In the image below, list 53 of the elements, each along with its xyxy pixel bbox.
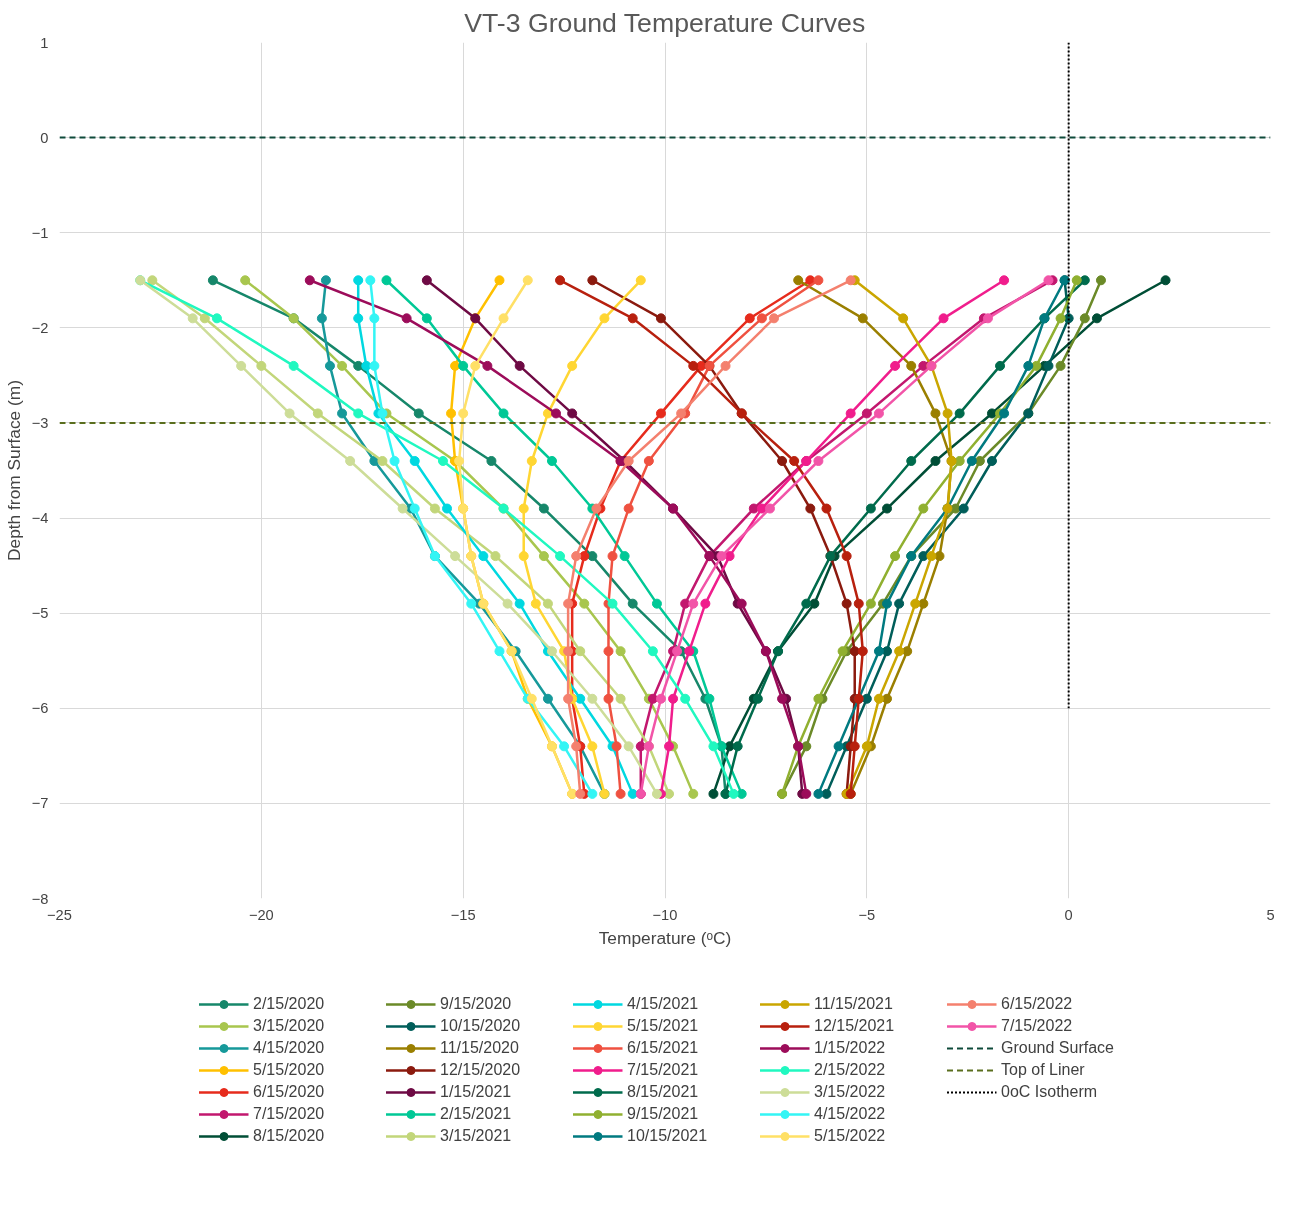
x-tick-label: −25	[47, 906, 72, 923]
x-tick-label: −20	[248, 906, 274, 923]
x-tick-label: −5	[858, 906, 876, 923]
y-tick-label: −7	[31, 795, 49, 812]
legend-label: Top of Liner	[1001, 1061, 1086, 1079]
y-tick-label: −4	[31, 510, 49, 527]
y-tick-label: −6	[31, 700, 49, 717]
legend-label: 11/15/2020	[440, 1039, 520, 1057]
legend-label: 3/15/2020	[253, 1017, 326, 1035]
legend-label: 6/15/2020	[253, 1083, 326, 1101]
x-tick-label: 0	[1064, 906, 1073, 923]
y-tick-label: −8	[31, 890, 49, 907]
legend-label: 2/15/2021	[440, 1105, 513, 1123]
legend-label: 7/15/2020	[253, 1105, 326, 1123]
legend-label: 4/15/2020	[253, 1039, 326, 1057]
y-tick-label: −5	[31, 605, 49, 622]
legend-label: 10/15/2020	[440, 1017, 522, 1035]
x-tick-label: −10	[652, 906, 678, 923]
legend-label: 2/15/2020	[253, 995, 326, 1013]
legend-label: 0oC Isotherm	[1001, 1083, 1099, 1101]
legend-label: 8/15/2021	[627, 1083, 700, 1101]
legend-label: 1/15/2022	[814, 1039, 887, 1057]
legend-label: 3/15/2021	[440, 1127, 513, 1145]
legend-label: 12/15/2021	[814, 1017, 896, 1035]
chart-title: VT-3 Ground Temperature Curves	[464, 7, 866, 38]
legend-label: 12/15/2020	[440, 1061, 522, 1079]
legend-label: 10/15/2021	[627, 1127, 709, 1145]
legend-label: 2/15/2022	[814, 1061, 887, 1079]
legend-label: 5/15/2021	[627, 1017, 700, 1035]
legend-label: 6/15/2021	[627, 1039, 700, 1057]
legend-label: 5/15/2020	[253, 1061, 326, 1079]
x-tick-label: −15	[450, 906, 476, 923]
legend-label: 6/15/2022	[1001, 995, 1074, 1013]
legend-label: 4/15/2022	[814, 1105, 887, 1123]
legend-label: 9/15/2021	[627, 1105, 700, 1123]
y-tick-label: −2	[31, 319, 49, 336]
legend-label: 1/15/2021	[440, 1083, 513, 1101]
legend-label: Ground Surface	[1001, 1039, 1115, 1057]
x-tick-label: 5	[1266, 906, 1275, 923]
legend-label: 7/15/2021	[627, 1061, 700, 1079]
legend-label: 4/15/2021	[627, 995, 700, 1013]
y-tick-label: 1	[40, 34, 49, 51]
legend-label: 9/15/2020	[440, 995, 513, 1013]
legend-label: 11/15/2021	[814, 995, 894, 1013]
y-tick-label: 0	[40, 129, 49, 146]
y-tick-label: −3	[31, 414, 49, 431]
legend-label: 3/15/2022	[814, 1083, 887, 1101]
legend-label: 7/15/2022	[1001, 1017, 1074, 1035]
legend-label: 5/15/2022	[814, 1127, 887, 1145]
legend-label: 8/15/2020	[253, 1127, 326, 1145]
y-axis-title: Depth from Surface (m)	[3, 379, 24, 562]
x-axis-title: Temperature (ᵒC)	[598, 927, 732, 948]
y-tick-label: −1	[31, 224, 49, 241]
